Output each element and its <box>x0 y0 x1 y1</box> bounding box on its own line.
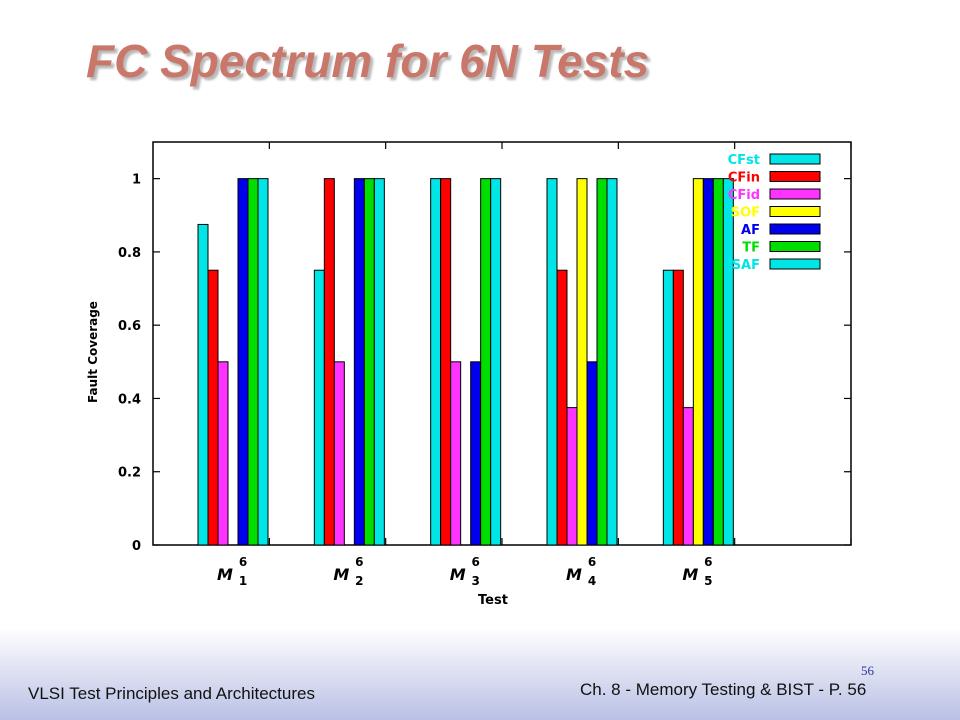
bar-cfid-3 <box>450 361 462 546</box>
bar-cfin-5 <box>672 269 684 546</box>
x-tick-label-sup: 6 <box>355 555 363 569</box>
x-tick-label-sub: 5 <box>704 574 712 588</box>
legend-swatch-cfin <box>769 171 821 182</box>
x-axis-label: Test <box>478 593 508 608</box>
bar-cfid-1 <box>217 361 229 546</box>
bar-cfid-2 <box>333 361 345 546</box>
legend-label-cfin: CFin <box>728 171 760 186</box>
bar-af-4 <box>586 361 598 546</box>
bar-cfst-5 <box>662 269 674 546</box>
legend-label-sof: SOF <box>731 206 760 221</box>
x-tick-label-base: M <box>217 565 233 584</box>
bar-saf-5 <box>722 178 734 546</box>
legend-label-cfst: CFst <box>728 153 760 168</box>
bar-cfin-4 <box>556 269 568 546</box>
bar-cfst-1 <box>197 223 209 546</box>
bar-tf-1 <box>247 178 259 546</box>
x-tick-label-sup: 6 <box>471 555 479 569</box>
bar-cfst-3 <box>430 178 442 546</box>
bar-tf-2 <box>363 178 375 546</box>
x-tick-label-sub: 4 <box>588 574 596 588</box>
bar-cfid-5 <box>682 407 694 546</box>
legend-label-af: AF <box>741 223 760 238</box>
bar-saf-1 <box>257 178 269 546</box>
legend-label-tf: TF <box>742 241 760 256</box>
y-tick-label: 0.2 <box>118 466 141 481</box>
bar-saf-3 <box>490 178 502 546</box>
x-tick-label-base: M <box>333 565 349 584</box>
bar-cfin-1 <box>207 269 219 546</box>
legend-label-saf: SAF <box>732 258 760 273</box>
x-tick-label-sub: 1 <box>239 574 247 588</box>
bar-cfst-2 <box>313 269 325 546</box>
bar-af-5 <box>702 178 714 546</box>
legend-swatch-sof <box>769 206 821 217</box>
x-tick-label-sub: 3 <box>471 574 479 588</box>
x-tick-label-base: M <box>682 565 698 584</box>
x-tick-label-sub: 2 <box>355 574 363 588</box>
legend-swatch-cfst <box>769 153 821 165</box>
y-axis-label: Fault Coverage <box>86 301 100 403</box>
x-tick-label-sup: 6 <box>704 555 712 569</box>
legend-swatch-saf <box>769 258 821 270</box>
footer-book-title: VLSI Test Principles and Architectures <box>28 684 315 703</box>
x-tick-label-sup: 6 <box>239 555 247 569</box>
footer-chapter: Ch. 8 - Memory Testing & BIST - P. 56 <box>580 680 867 699</box>
bar-cfst-4 <box>546 178 558 546</box>
bar-tf-3 <box>480 178 492 546</box>
bar-sof-4 <box>576 178 588 546</box>
bar-af-3 <box>470 361 482 546</box>
bar-cfin-3 <box>440 178 452 546</box>
bar-tf-4 <box>596 178 608 546</box>
x-tick-label-sup: 6 <box>588 555 596 569</box>
y-tick-label: 0 <box>132 539 141 554</box>
bar-saf-4 <box>606 178 618 546</box>
bar-af-2 <box>353 178 365 546</box>
bar-af-1 <box>237 178 249 546</box>
x-tick-label-base: M <box>450 565 466 584</box>
plot-frame <box>152 141 852 546</box>
bar-cfid-4 <box>566 407 578 546</box>
legend-swatch-af <box>769 223 821 235</box>
legend-swatch-cfid <box>769 188 821 200</box>
bar-cfin-2 <box>323 178 335 546</box>
footer-band <box>0 628 960 720</box>
page-number: 56 <box>861 663 874 678</box>
y-tick-label: 0.4 <box>118 392 141 407</box>
legend-label-cfid: CFid <box>728 188 760 203</box>
bar-sof-5 <box>692 178 704 546</box>
y-tick-label: 0.6 <box>118 319 141 334</box>
bar-saf-2 <box>373 178 385 546</box>
x-tick-label-base: M <box>566 565 582 584</box>
bar-tf-5 <box>712 178 724 546</box>
legend-swatch-tf <box>769 241 821 252</box>
y-tick-label: 0.8 <box>118 246 141 261</box>
y-tick-label: 1 <box>132 173 141 188</box>
slide-title: FC Spectrum for 6N Tests <box>86 35 650 87</box>
